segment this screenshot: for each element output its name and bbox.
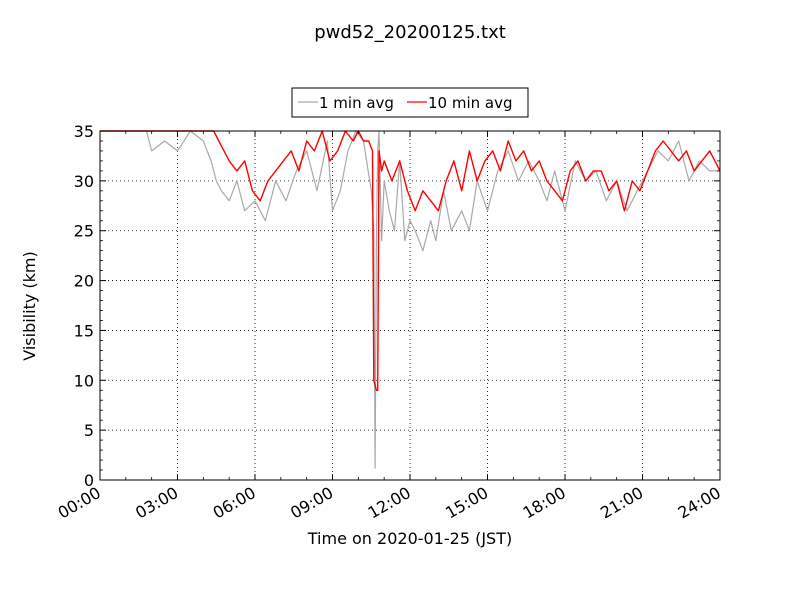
series-line-10min-avg [100, 130, 721, 391]
x-tick-label: 18:00 [520, 483, 569, 523]
y-tick-label: 0 [84, 471, 94, 490]
x-tick-label: 09:00 [287, 483, 336, 523]
x-tick-label: 03:00 [132, 483, 181, 523]
y-tick-labels: 0 5 10 15 20 25 30 35 [74, 122, 94, 490]
x-tick-label: 00:00 [55, 483, 104, 523]
y-tick-label: 15 [74, 321, 94, 340]
y-tick-label: 5 [84, 421, 94, 440]
series-line-1min-avg [100, 130, 720, 469]
x-tick-label: 06:00 [210, 483, 259, 523]
plot-frame [99, 130, 721, 481]
chart-title: pwd52_20200125.txt [314, 22, 506, 43]
series-lines [100, 130, 721, 469]
x-tick-label: 15:00 [442, 483, 491, 523]
y-tick-label: 30 [74, 172, 94, 191]
plot-area [100, 131, 720, 480]
legend-label-10min: 10 min avg [428, 94, 513, 112]
y-tick-label: 25 [74, 222, 94, 241]
x-tick-label: 24:00 [675, 483, 724, 523]
x-tick-labels: 00:00 03:00 06:00 09:00 12:00 15:00 18:00 21:00… [55, 483, 724, 523]
legend: 1 min avg 10 min avg [291, 87, 529, 118]
y-axis-label: Visibility (km) [20, 251, 39, 360]
x-tick-label: 12:00 [365, 483, 414, 523]
legend-label-1min: 1 min avg [319, 94, 394, 112]
y-tick-label: 35 [74, 122, 94, 141]
x-axis-label: Time on 2020-01-25 (JST) [307, 529, 512, 548]
y-tick-label: 20 [74, 272, 94, 291]
x-tick-label: 21:00 [597, 483, 646, 523]
y-tick-label: 10 [74, 371, 94, 390]
